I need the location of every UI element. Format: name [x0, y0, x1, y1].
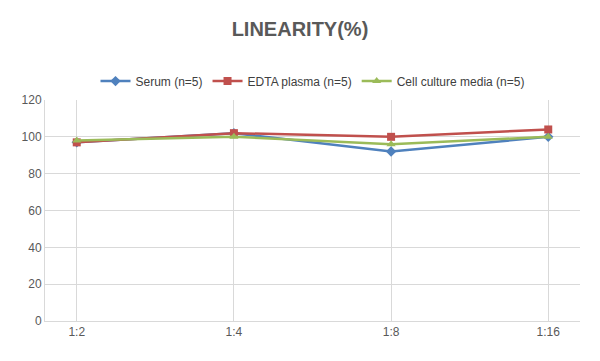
- svg-text:1:2: 1:2: [68, 325, 85, 339]
- svg-text:80: 80: [28, 167, 42, 181]
- svg-text:LINEARITY(%): LINEARITY(%): [232, 18, 369, 40]
- svg-text:20: 20: [28, 277, 42, 291]
- svg-text:EDTA plasma (n=5): EDTA plasma (n=5): [248, 75, 352, 89]
- svg-text:60: 60: [28, 204, 42, 218]
- svg-text:Serum (n=5): Serum (n=5): [136, 75, 203, 89]
- svg-text:100: 100: [22, 130, 42, 144]
- svg-text:1:8: 1:8: [383, 325, 400, 339]
- svg-text:1:16: 1:16: [537, 325, 561, 339]
- svg-text:120: 120: [22, 93, 42, 107]
- svg-text:Cell culture media (n=5): Cell culture media (n=5): [397, 75, 525, 89]
- svg-text:0: 0: [35, 314, 42, 328]
- svg-text:40: 40: [28, 241, 42, 255]
- svg-text:1:4: 1:4: [226, 325, 243, 339]
